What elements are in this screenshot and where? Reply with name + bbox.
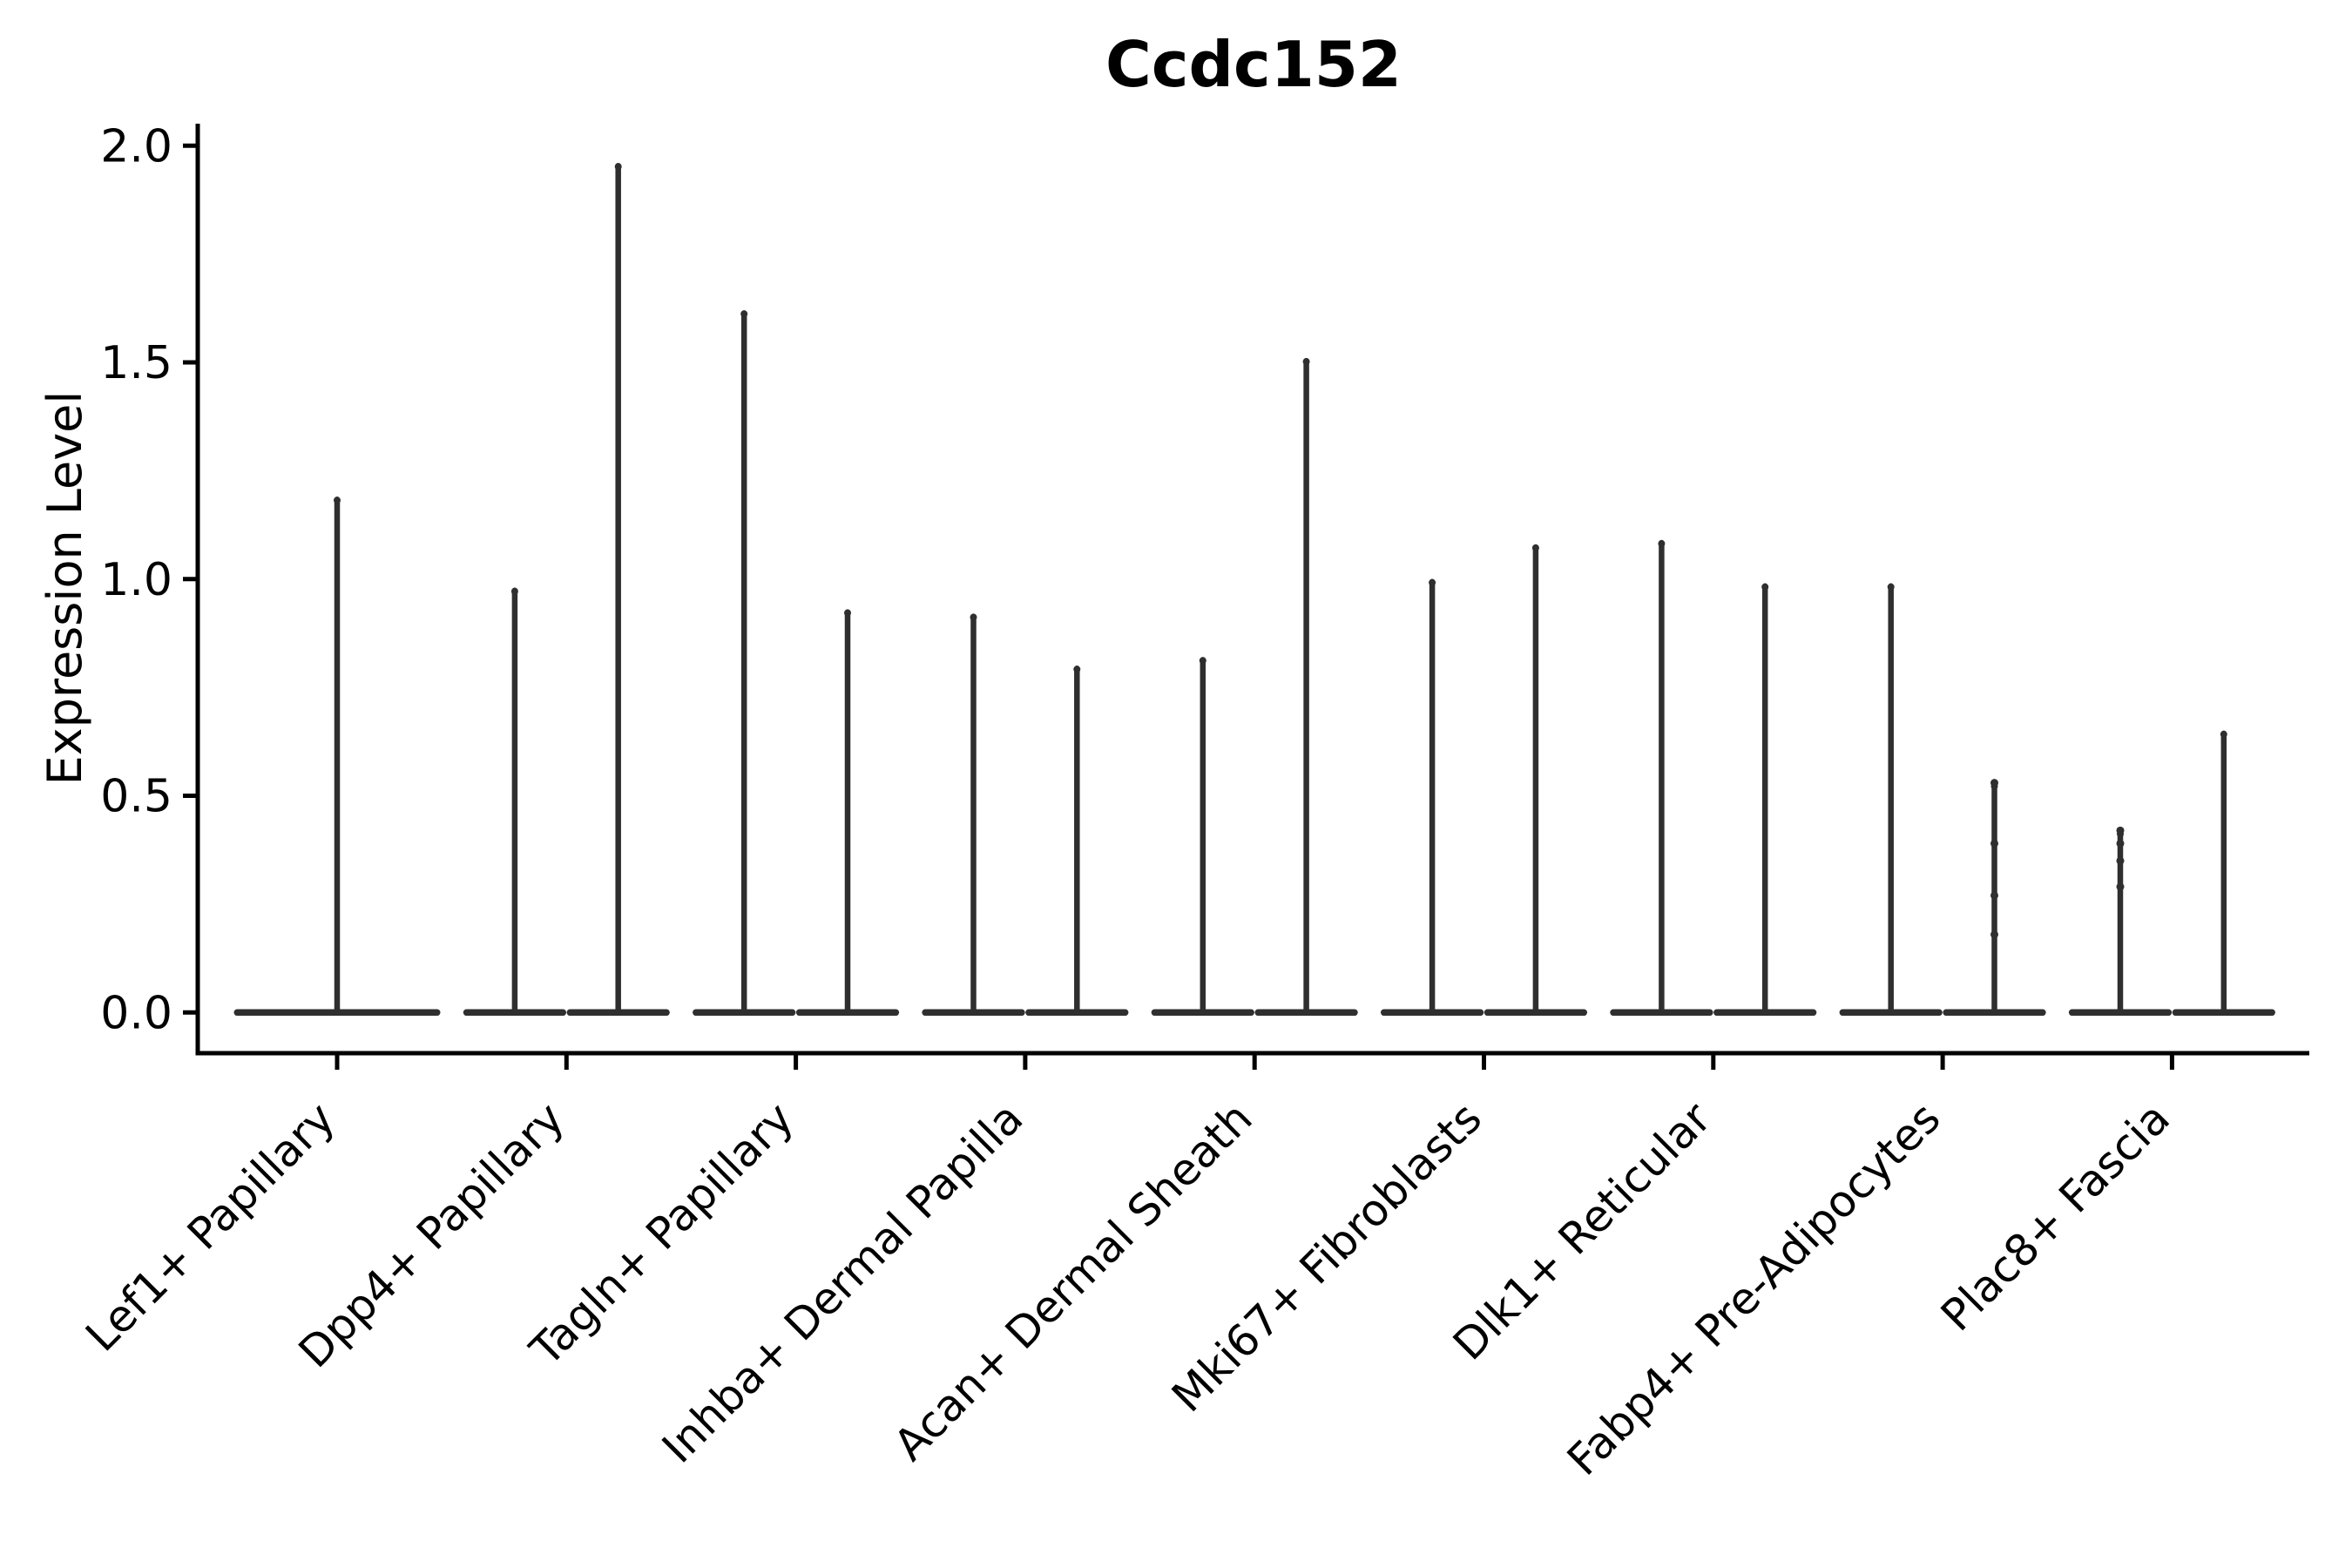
x-tick-label: Fabp4+ Pre-Adipocytes: [1558, 1092, 1950, 1485]
violin-spike-tip: [510, 587, 518, 595]
violin-right: [1484, 544, 1588, 1017]
y-tick-label: 0.5: [100, 771, 172, 823]
violin-right: [795, 609, 900, 1017]
violin-right: [1254, 357, 1358, 1017]
cell-point: [1990, 930, 1998, 939]
y-tick-label: 1.0: [100, 554, 172, 606]
y-tick-label: 0.0: [100, 987, 172, 1039]
violin-spike-tip: [970, 613, 977, 621]
y-tick-label: 2.0: [100, 120, 172, 172]
violin-spike-tip: [2220, 730, 2227, 738]
cell-point: [1990, 779, 1998, 787]
violin-left: [1151, 657, 1254, 1017]
cell-point: [1990, 839, 1998, 848]
violin-spike-tip: [1429, 578, 1436, 586]
violin-spike-tip: [1302, 358, 1310, 366]
violin-left: [1380, 578, 1484, 1017]
violin-left: [463, 587, 567, 1017]
violin-left: [693, 310, 796, 1017]
violin-right: [1943, 779, 2046, 1017]
violin-spike-tip: [1658, 540, 1666, 548]
violin-right: [2172, 730, 2275, 1017]
violin-left: [922, 613, 1025, 1017]
violin-spike-tip: [334, 497, 341, 504]
y-axis-label: Expression Level: [37, 390, 92, 786]
cell-point: [2116, 826, 2125, 835]
violin-right: [1713, 583, 1817, 1017]
cell-point: [2116, 882, 2125, 891]
violin-spike-tip: [1073, 666, 1081, 673]
violin-spike-tip: [1887, 583, 1895, 591]
y-tick-label: 1.5: [100, 337, 172, 389]
violin-right: [1025, 666, 1129, 1017]
cell-point: [1990, 891, 1998, 900]
violin-left: [1839, 583, 1943, 1017]
violin-spike-tip: [614, 163, 622, 171]
x-tick-label: Plac8+ Fascia: [1931, 1092, 2180, 1341]
violin-spike-tip: [844, 609, 851, 617]
violin-left: [2068, 826, 2173, 1017]
violin-right: [566, 162, 670, 1017]
violin-left: [1610, 539, 1713, 1017]
x-tick-label: Lef1+ Papillary: [76, 1092, 344, 1361]
violin-spike-tip: [1531, 544, 1539, 551]
violin-single: [233, 497, 441, 1017]
chart-title: Ccdc152: [1105, 28, 1402, 101]
violin-spike-tip: [1761, 583, 1769, 591]
cell-point: [2116, 856, 2125, 865]
cell-point: [2116, 839, 2125, 848]
violin-spike-tip: [1199, 657, 1206, 665]
violin-spike-tip: [740, 310, 748, 318]
